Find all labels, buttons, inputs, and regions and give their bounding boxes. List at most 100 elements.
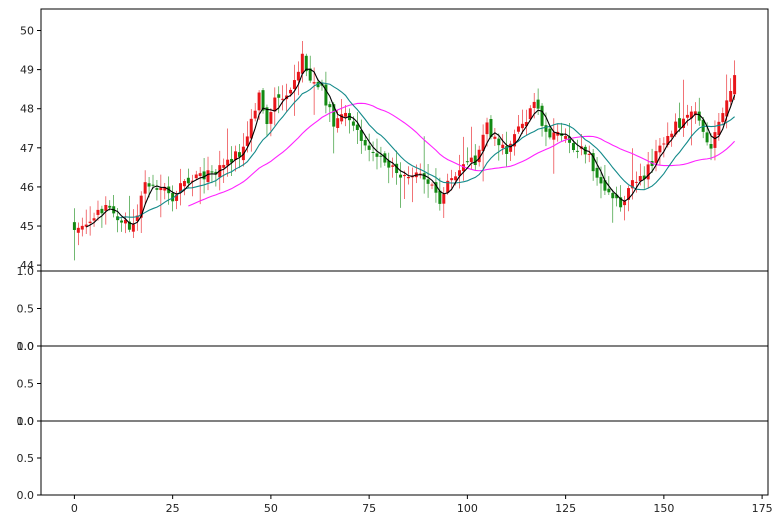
candle-body <box>179 183 182 193</box>
candle-body <box>312 82 316 84</box>
candle-body <box>237 152 241 157</box>
candle-body <box>477 149 481 163</box>
axes: 444546474849500.00.51.00.00.51.00.00.51.… <box>17 25 773 515</box>
candle-body <box>202 171 206 180</box>
candle-body <box>383 153 387 163</box>
candle-body <box>194 174 198 179</box>
candle-body <box>289 89 293 94</box>
candle-body <box>190 180 194 182</box>
candle-body <box>182 181 186 187</box>
candle-body <box>403 175 406 177</box>
y-tick-label: 0.0 <box>17 489 35 502</box>
y-tick-label: 1.0 <box>17 265 35 278</box>
candle-body <box>619 197 623 208</box>
candle-body <box>135 215 139 222</box>
candle-body <box>76 227 80 233</box>
candle-body <box>674 121 678 135</box>
candle-body <box>222 164 226 168</box>
candle-body <box>261 90 265 111</box>
candle-body <box>253 110 257 119</box>
candle-body <box>591 153 595 172</box>
candle-body <box>155 188 159 190</box>
y-tick-label: 1.0 <box>17 340 35 353</box>
candle-body <box>281 98 285 100</box>
candle-body <box>120 220 124 223</box>
candle-body <box>697 111 701 121</box>
candle-body <box>430 184 434 186</box>
candle-body <box>473 155 477 166</box>
candle-body <box>505 146 509 154</box>
candle-body <box>630 180 634 189</box>
candle-body <box>108 205 112 208</box>
candle-body <box>662 143 666 145</box>
candle-body <box>92 218 96 221</box>
candle-body <box>395 163 399 174</box>
candle-body <box>332 104 336 127</box>
candle-body <box>171 192 175 202</box>
y-tick-label: 47 <box>20 142 34 155</box>
candle-body <box>678 118 682 128</box>
candle-body <box>568 136 572 143</box>
x-tick-label: 75 <box>362 502 376 515</box>
candle-body <box>485 122 489 135</box>
candle-body <box>308 68 312 81</box>
candle-body <box>273 97 277 112</box>
candle-body <box>595 167 599 178</box>
candle-body <box>375 153 379 157</box>
candle-body <box>461 164 465 172</box>
candle-body <box>693 111 697 116</box>
candle-body <box>226 159 230 166</box>
candle-body <box>571 143 575 151</box>
candle-body <box>642 175 646 180</box>
candle-body <box>701 119 705 132</box>
candle-body <box>359 130 363 141</box>
candle-body <box>399 174 403 178</box>
candle-body <box>249 118 253 139</box>
candle-body <box>564 136 568 139</box>
candle-body <box>151 184 155 186</box>
candle-body <box>705 132 709 143</box>
candle-body <box>88 221 92 224</box>
y-tick-label: 50 <box>20 25 34 38</box>
candle-body <box>599 177 603 184</box>
candle-body <box>434 182 438 193</box>
candle-body <box>175 194 179 201</box>
candle-body <box>615 194 619 199</box>
candle-body <box>670 133 674 138</box>
candle-body <box>654 151 658 163</box>
candle-body <box>520 123 524 129</box>
x-tick-label: 175 <box>752 502 773 515</box>
candle-body <box>623 201 627 206</box>
y-tick-label: 46 <box>20 181 34 194</box>
candle-body <box>379 155 383 157</box>
candle-body <box>646 164 650 180</box>
panel-frame-1 <box>40 8 769 272</box>
y-tick-label: 0.0 <box>17 415 35 428</box>
candle-body <box>340 114 344 122</box>
candle-body <box>131 224 135 232</box>
candle-body <box>544 125 548 132</box>
candle-body <box>139 195 143 218</box>
candle-body <box>206 170 210 182</box>
y-tick-label: 45 <box>20 220 34 233</box>
candle-body <box>304 55 308 72</box>
candle-body <box>540 105 544 126</box>
candle-body <box>123 219 127 224</box>
candle-body <box>147 183 151 187</box>
line-ma-long <box>188 102 735 207</box>
candle-body <box>355 124 359 131</box>
candle-body <box>269 112 273 124</box>
x-tick-label: 100 <box>457 502 478 515</box>
y-tick-label: 0.0 <box>17 340 35 353</box>
candle-body <box>450 178 454 181</box>
candle-body <box>387 160 391 168</box>
candle-body <box>422 173 426 180</box>
candle-body <box>96 209 100 215</box>
candle-body <box>292 80 296 89</box>
candle-body <box>469 157 473 163</box>
y-tick-label: 49 <box>20 64 34 77</box>
candle-body <box>689 111 693 119</box>
candle-body <box>721 113 725 123</box>
candle-body <box>717 121 721 136</box>
candle-body <box>351 121 355 126</box>
